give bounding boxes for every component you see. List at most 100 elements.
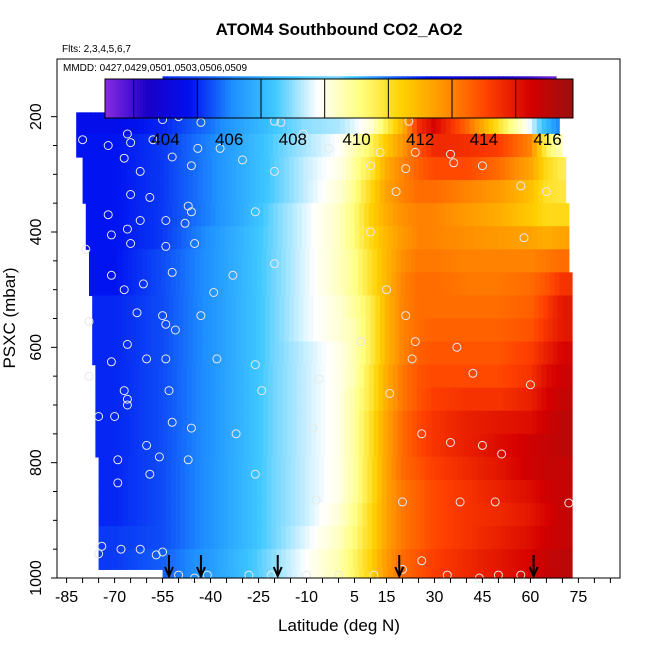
- heatmap-cell: [165, 249, 172, 273]
- heatmap-cell: [207, 318, 213, 343]
- heatmap-cell: [282, 226, 288, 250]
- heatmap-cell: [375, 157, 381, 181]
- heatmap-cell: [191, 387, 197, 412]
- heatmap-cell: [316, 410, 322, 435]
- heatmap-cell: [532, 387, 538, 412]
- heatmap-cell: [336, 180, 343, 204]
- heatmap-cell: [228, 503, 234, 527]
- heatmap-cell: [330, 203, 336, 227]
- heatmap-cell: [364, 387, 370, 412]
- heatmap-cell: [413, 295, 420, 320]
- heatmap-cell: [92, 157, 98, 181]
- heatmap-cell: [220, 387, 226, 412]
- heatmap-cell: [296, 387, 303, 412]
- heatmap-cell: [108, 272, 114, 297]
- heatmap-cell: [295, 272, 301, 297]
- heatmap-cell: [498, 203, 504, 227]
- heatmap-cell: [143, 387, 149, 412]
- heatmap-cell: [557, 341, 564, 366]
- colorbar-swatch: [365, 79, 369, 118]
- heatmap-cell: [383, 203, 389, 227]
- heatmap-cell: [516, 526, 522, 550]
- heatmap-cell: [482, 456, 488, 481]
- sample-point: [164, 386, 174, 396]
- heatmap-cell: [100, 433, 106, 458]
- heatmap-cell: [332, 318, 338, 343]
- heatmap-cell: [196, 364, 202, 389]
- colorbar-swatch: [453, 79, 457, 118]
- heatmap-cell: [400, 272, 407, 297]
- colorbar-swatch: [137, 79, 141, 118]
- heatmap-cell: [119, 410, 125, 435]
- heatmap-cell: [197, 295, 204, 320]
- heatmap-cell: [448, 249, 455, 273]
- heatmap-cell: [184, 249, 191, 273]
- heatmap-cell: [413, 341, 420, 366]
- heatmap-row: [82, 180, 567, 204]
- sample-point: [497, 449, 507, 459]
- heatmap-cell: [336, 341, 343, 366]
- heatmap-cell: [108, 249, 114, 273]
- sample-point: [106, 357, 116, 367]
- heatmap-cell: [253, 569, 260, 579]
- sample-point: [270, 166, 279, 176]
- heatmap-cell: [287, 203, 293, 227]
- heatmap-cell: [279, 341, 285, 366]
- heatmap-cell: [330, 133, 336, 158]
- heatmap-cell: [181, 133, 188, 158]
- heatmap-cell: [256, 272, 263, 297]
- heatmap-cell: [130, 180, 136, 204]
- heatmap-cell: [197, 157, 204, 181]
- heatmap-cell: [304, 526, 311, 550]
- heatmap-cell: [255, 318, 261, 343]
- heatmap-cell: [546, 112, 552, 135]
- heatmap-cell: [229, 433, 236, 458]
- heatmap-cell: [464, 433, 471, 458]
- heatmap-cell: [388, 569, 394, 579]
- heatmap-cell: [290, 526, 296, 550]
- heatmap-cell: [312, 157, 319, 181]
- heatmap-cell: [327, 157, 333, 181]
- heatmap-cell: [477, 526, 484, 550]
- heatmap-cell: [205, 410, 212, 435]
- heatmap-cell: [549, 549, 556, 570]
- heatmap-cell: [471, 341, 477, 366]
- heatmap-cell: [160, 526, 167, 550]
- heatmap-cell: [167, 112, 173, 135]
- heatmap-cell: [111, 180, 117, 204]
- heatmap-cell: [472, 503, 479, 527]
- colorbar-swatch: [145, 79, 150, 118]
- heatmap-cell: [557, 157, 564, 181]
- heatmap-cell: [282, 433, 288, 458]
- heatmap-cell: [452, 157, 458, 181]
- heatmap-cell: [460, 112, 466, 135]
- heatmap-cell: [535, 526, 541, 550]
- heatmap-cell: [125, 157, 132, 181]
- heatmap-cell: [420, 503, 426, 527]
- heatmap-cell: [234, 364, 240, 389]
- heatmap-cell: [559, 456, 565, 481]
- heatmap-cell: [136, 456, 143, 481]
- heatmap-cell: [372, 249, 378, 273]
- heatmap-row: [98, 526, 573, 550]
- heatmap-cell: [250, 295, 256, 320]
- heatmap-cell: [186, 226, 192, 250]
- colorbar-swatch: [151, 79, 156, 118]
- heatmap-cell: [504, 180, 511, 204]
- heatmap-cell: [392, 226, 399, 250]
- heatmap-cell: [450, 569, 456, 579]
- heatmap-cell: [141, 503, 148, 527]
- heatmap-cell: [442, 180, 448, 204]
- heatmap-cell: [528, 295, 535, 320]
- heatmap-cell: [432, 318, 439, 343]
- heatmap-cell: [551, 410, 557, 435]
- heatmap-cell: [314, 549, 320, 570]
- heatmap-cell: [162, 112, 168, 135]
- heatmap-cell: [413, 157, 420, 181]
- heatmap-cell: [530, 272, 536, 297]
- sample-point: [94, 549, 104, 559]
- heatmap-cell: [500, 157, 506, 181]
- heatmap-cell: [397, 112, 404, 135]
- heatmap-cell: [90, 226, 96, 250]
- heatmap-cell: [557, 318, 564, 343]
